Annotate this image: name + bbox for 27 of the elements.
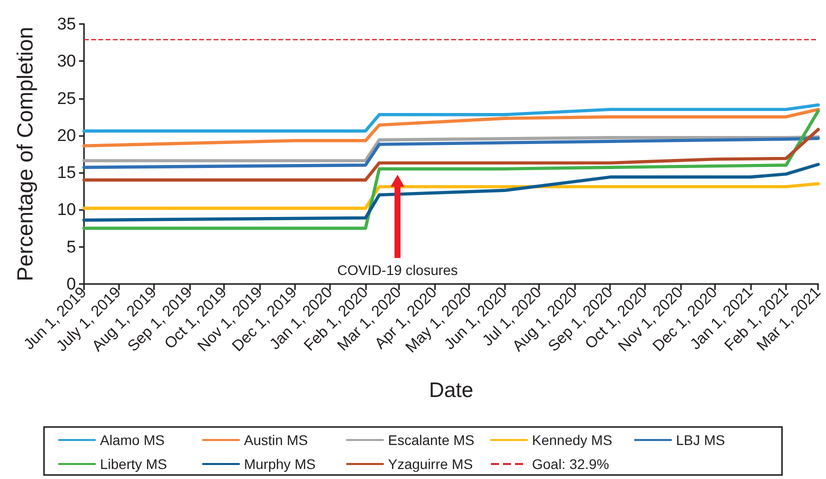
y-tick-label: 10 xyxy=(57,200,76,220)
legend-label: Escalante MS xyxy=(388,432,474,448)
line-series xyxy=(82,162,820,222)
annotation: COVID-19 closures xyxy=(337,262,458,278)
line-series xyxy=(82,128,820,182)
legend-label: Yzaguirre MS xyxy=(388,456,473,472)
legend-label: Liberty MS xyxy=(100,456,167,472)
x-axis-title: Date xyxy=(428,379,474,402)
legend-label: Kennedy MS xyxy=(532,432,612,448)
line-series xyxy=(82,136,820,169)
legend-label: Murphy MS xyxy=(244,456,316,472)
legend-label: Austin MS xyxy=(244,432,308,448)
line-series xyxy=(82,108,820,148)
y-tick-label: 30 xyxy=(57,52,76,71)
y-tick-label: 20 xyxy=(57,126,76,145)
y-tick-label: 5 xyxy=(66,237,76,256)
line-series xyxy=(82,135,820,162)
y-tick-label: 35 xyxy=(57,14,76,34)
y-tick-label: 25 xyxy=(57,88,76,108)
y-tick-label: 15 xyxy=(57,163,76,182)
legend-label: Goal: 32.9% xyxy=(532,456,610,472)
line-series xyxy=(82,103,820,133)
legend-label: LBJ MS xyxy=(676,432,726,448)
y-tick-label: 0 xyxy=(66,274,76,294)
line-series xyxy=(82,109,820,230)
y-axis-title: Percentage of Completion xyxy=(12,26,38,282)
legend-label: Alamo MS xyxy=(100,432,165,448)
